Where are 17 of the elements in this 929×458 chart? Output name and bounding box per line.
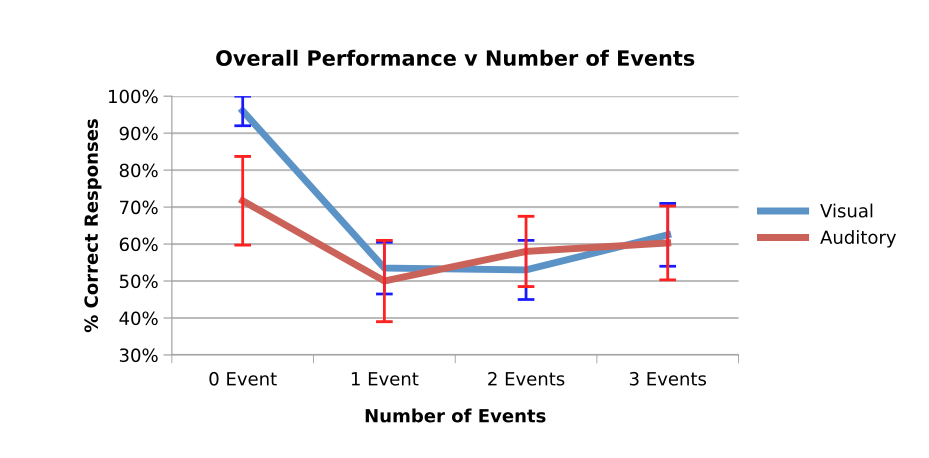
legend-label: Auditory — [820, 230, 896, 248]
x-tick-label: 0 Event — [209, 372, 277, 386]
x-tick-label: 2 Events — [488, 372, 564, 386]
x-tick-label: 1 Event — [352, 372, 418, 386]
y-tick-label: 70% — [120, 200, 158, 214]
y-tick-label: 80% — [120, 164, 158, 178]
x-axis-title: Number of Events — [366, 408, 546, 423]
y-axis-title: % Correct Responses — [84, 119, 102, 332]
chart-title: Overall Performance v Number of Events — [216, 50, 694, 66]
y-tick-label: 100% — [109, 90, 158, 104]
x-tick-label: 3 Events — [630, 372, 706, 386]
y-tick-label: 40% — [119, 311, 158, 326]
y-tick-label: 90% — [120, 126, 158, 140]
legend-label: Visual — [820, 204, 872, 218]
y-tick-label: 30% — [120, 348, 158, 362]
y-tick-label: 50% — [120, 274, 158, 288]
y-tick-label: 60% — [120, 238, 158, 252]
